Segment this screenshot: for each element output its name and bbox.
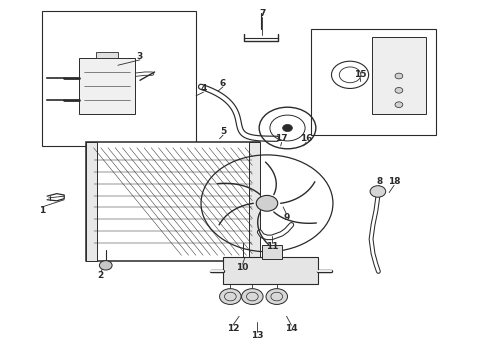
Text: 10: 10 <box>236 264 249 273</box>
Text: 5: 5 <box>220 127 226 136</box>
Circle shape <box>370 186 386 197</box>
Text: 11: 11 <box>266 242 278 251</box>
Circle shape <box>256 195 278 211</box>
Circle shape <box>395 102 403 108</box>
Bar <box>311 30 436 135</box>
Circle shape <box>99 261 112 270</box>
Text: 18: 18 <box>388 177 400 186</box>
Text: 7: 7 <box>259 9 265 18</box>
Bar <box>79 58 135 114</box>
Bar <box>86 142 97 261</box>
Text: 15: 15 <box>354 70 366 79</box>
Bar <box>372 37 426 114</box>
Circle shape <box>395 73 403 79</box>
Bar <box>42 12 196 146</box>
Bar <box>262 244 282 259</box>
Bar <box>96 51 118 58</box>
Text: 6: 6 <box>220 79 226 88</box>
Text: 8: 8 <box>376 177 383 186</box>
Bar <box>249 142 260 261</box>
Circle shape <box>220 289 241 305</box>
Circle shape <box>395 87 403 93</box>
Circle shape <box>242 289 263 305</box>
Text: 9: 9 <box>283 213 290 222</box>
Circle shape <box>266 289 288 305</box>
Text: 4: 4 <box>200 84 207 93</box>
Circle shape <box>283 125 293 132</box>
Bar <box>223 257 318 284</box>
Text: 16: 16 <box>300 134 312 143</box>
Text: 2: 2 <box>98 270 104 279</box>
Text: 12: 12 <box>226 324 239 333</box>
Text: 1: 1 <box>39 206 46 215</box>
Text: 14: 14 <box>285 324 298 333</box>
Text: 3: 3 <box>137 52 143 61</box>
Text: 17: 17 <box>275 134 288 143</box>
Bar <box>86 142 260 261</box>
Text: 13: 13 <box>251 332 264 341</box>
